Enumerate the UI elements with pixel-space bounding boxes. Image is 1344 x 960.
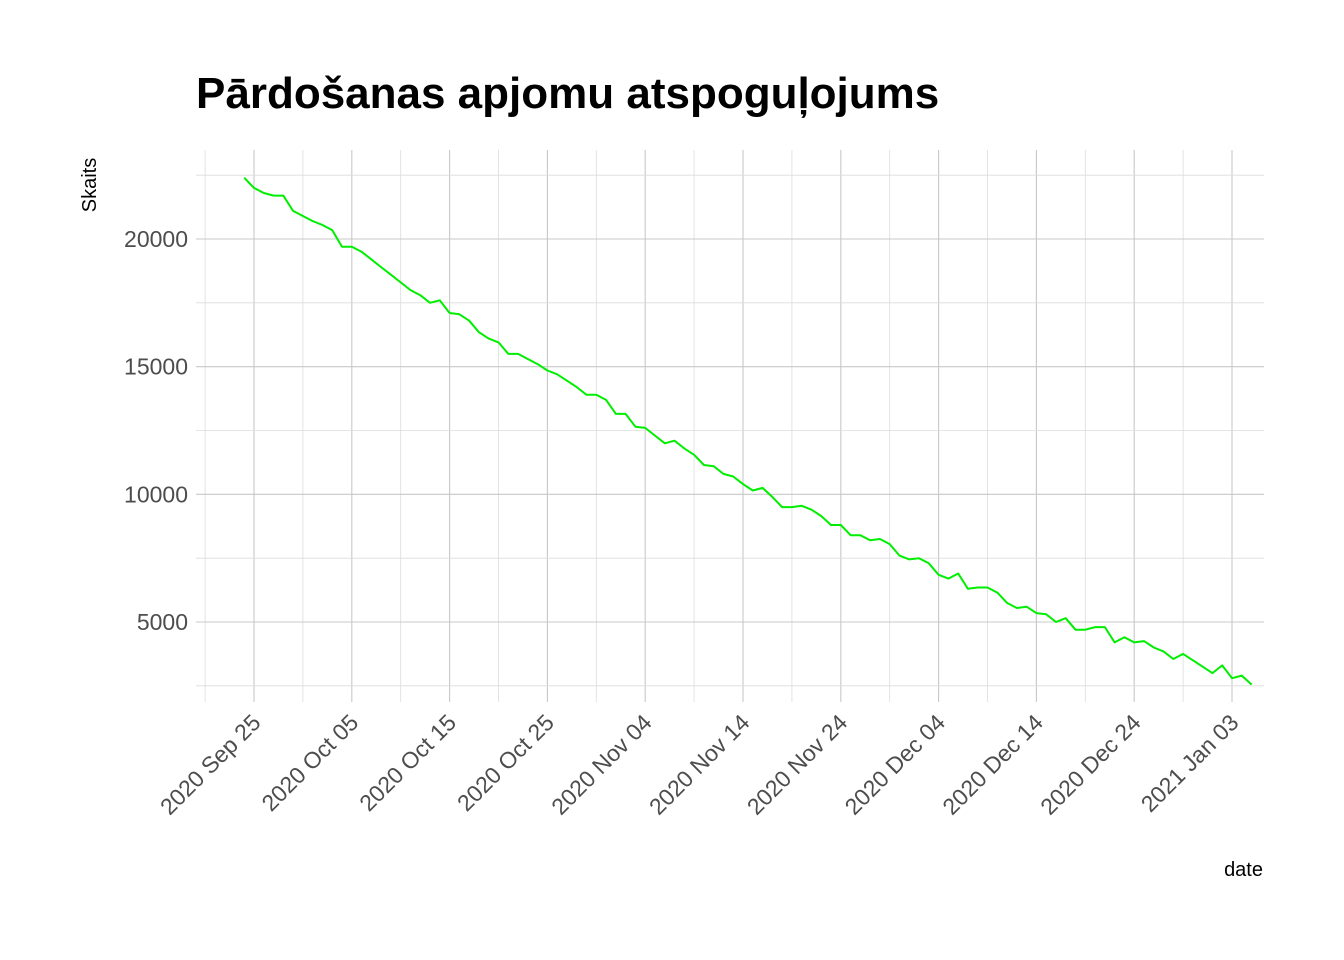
y-tick-label: 5000: [137, 609, 188, 635]
x-tick-label: 2021 Jan 03: [1136, 709, 1244, 817]
grid-lines: [196, 150, 1264, 702]
x-tick-label: 2020 Dec 24: [1035, 709, 1146, 820]
x-tick-label: 2020 Oct 25: [452, 709, 559, 816]
x-tick-label: 2020 Dec 04: [840, 709, 951, 820]
x-tick-label: 2020 Nov 04: [546, 709, 657, 820]
series-layer: [243, 177, 1253, 686]
chart-title: Pārdošanas apjomu atspoguļojums: [196, 69, 940, 118]
x-tick-label: 2020 Sep 25: [155, 709, 266, 820]
y-tick-label: 15000: [124, 354, 188, 380]
x-tick-label: 2020 Oct 05: [256, 709, 363, 816]
y-tick-label: 20000: [124, 226, 188, 252]
x-tick-label: 2020 Nov 24: [742, 709, 853, 820]
x-tick-label: 2020 Oct 15: [354, 709, 461, 816]
y-axis-ticks: 5000 10000 15000 20000: [124, 226, 188, 635]
y-tick-label: 10000: [124, 481, 188, 507]
y-axis-title: Skaits: [79, 158, 101, 212]
x-tick-label: 2020 Dec 14: [937, 709, 1048, 820]
series-line: [243, 177, 1253, 686]
x-axis-title: date: [1224, 859, 1263, 881]
x-tick-label: 2020 Nov 14: [644, 709, 755, 820]
